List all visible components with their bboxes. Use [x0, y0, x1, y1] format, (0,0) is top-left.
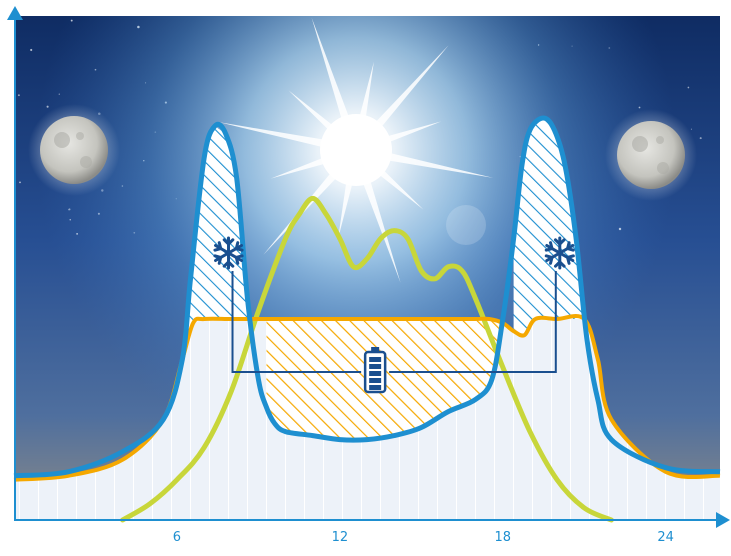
x-tick-label: 12	[332, 530, 349, 545]
axes	[7, 6, 730, 528]
connector-lines	[231, 271, 557, 373]
snowflake-icon	[213, 236, 244, 270]
x-tick-label: 24	[657, 530, 674, 545]
x-tick-label: 18	[494, 530, 511, 545]
storage-area	[266, 238, 514, 440]
x-tick-label: 6	[173, 530, 181, 545]
x-tick-labels: 6 12 18 24	[173, 530, 674, 545]
battery-icon	[363, 347, 387, 394]
moon-icon-right	[617, 121, 685, 189]
grid-supply-curve	[13, 314, 721, 482]
x-axis-arrow	[716, 512, 730, 528]
annotation-icons	[213, 236, 575, 394]
solar-production-curve	[120, 195, 614, 523]
lens-flare	[446, 205, 486, 245]
snowflake-icon	[544, 236, 575, 270]
moon-icon-left	[40, 116, 108, 184]
y-axis-arrow	[7, 6, 23, 20]
demand-curve	[13, 115, 721, 479]
sun-icon	[320, 114, 392, 186]
